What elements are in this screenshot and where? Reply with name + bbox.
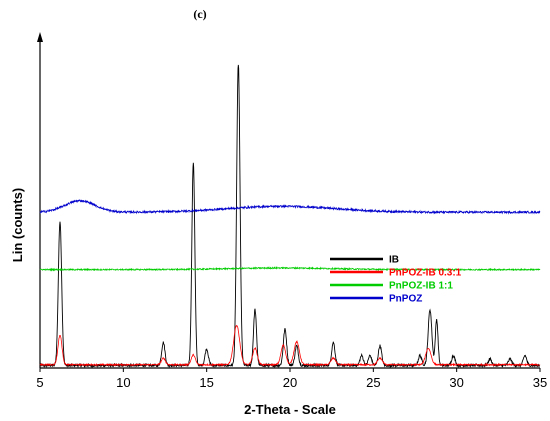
x-tick-label: 20 (283, 375, 297, 390)
series-line-pnpoz-ib-1-1 (39, 266, 541, 272)
x-axis-ticks: 5 10 15 20 25 30 35 (36, 368, 547, 390)
x-axis-title: 2-Theta - Scale (244, 402, 336, 417)
x-tick-label: 25 (366, 375, 380, 390)
legend: IB PnPOZ-IB 0.3:1 PnPOZ-IB 1:1 PnPOZ (330, 255, 462, 305)
y-axis-title: Lin (counts) (10, 188, 25, 262)
series-line-ib (39, 64, 541, 369)
panel-label: (c) (193, 7, 206, 21)
series-layer (39, 64, 541, 369)
x-tick-label: 30 (449, 375, 463, 390)
legend-label: PnPOZ (389, 294, 422, 305)
series-line-pnpoz-ib-0-3-1 (39, 324, 541, 367)
series-line-pnpoz (39, 199, 541, 215)
x-tick-label: 35 (533, 375, 547, 390)
x-tick-label: 10 (116, 375, 130, 390)
x-tick-label: 15 (199, 375, 213, 390)
legend-label: PnPOZ-IB 1:1 (389, 281, 453, 292)
y-axis-arrow (37, 32, 43, 42)
x-tick-label: 5 (36, 375, 43, 390)
legend-label: IB (389, 255, 399, 266)
plot-area: 5 10 15 20 25 30 35 (36, 32, 547, 390)
legend-label: PnPOZ-IB 0.3:1 (389, 268, 462, 279)
